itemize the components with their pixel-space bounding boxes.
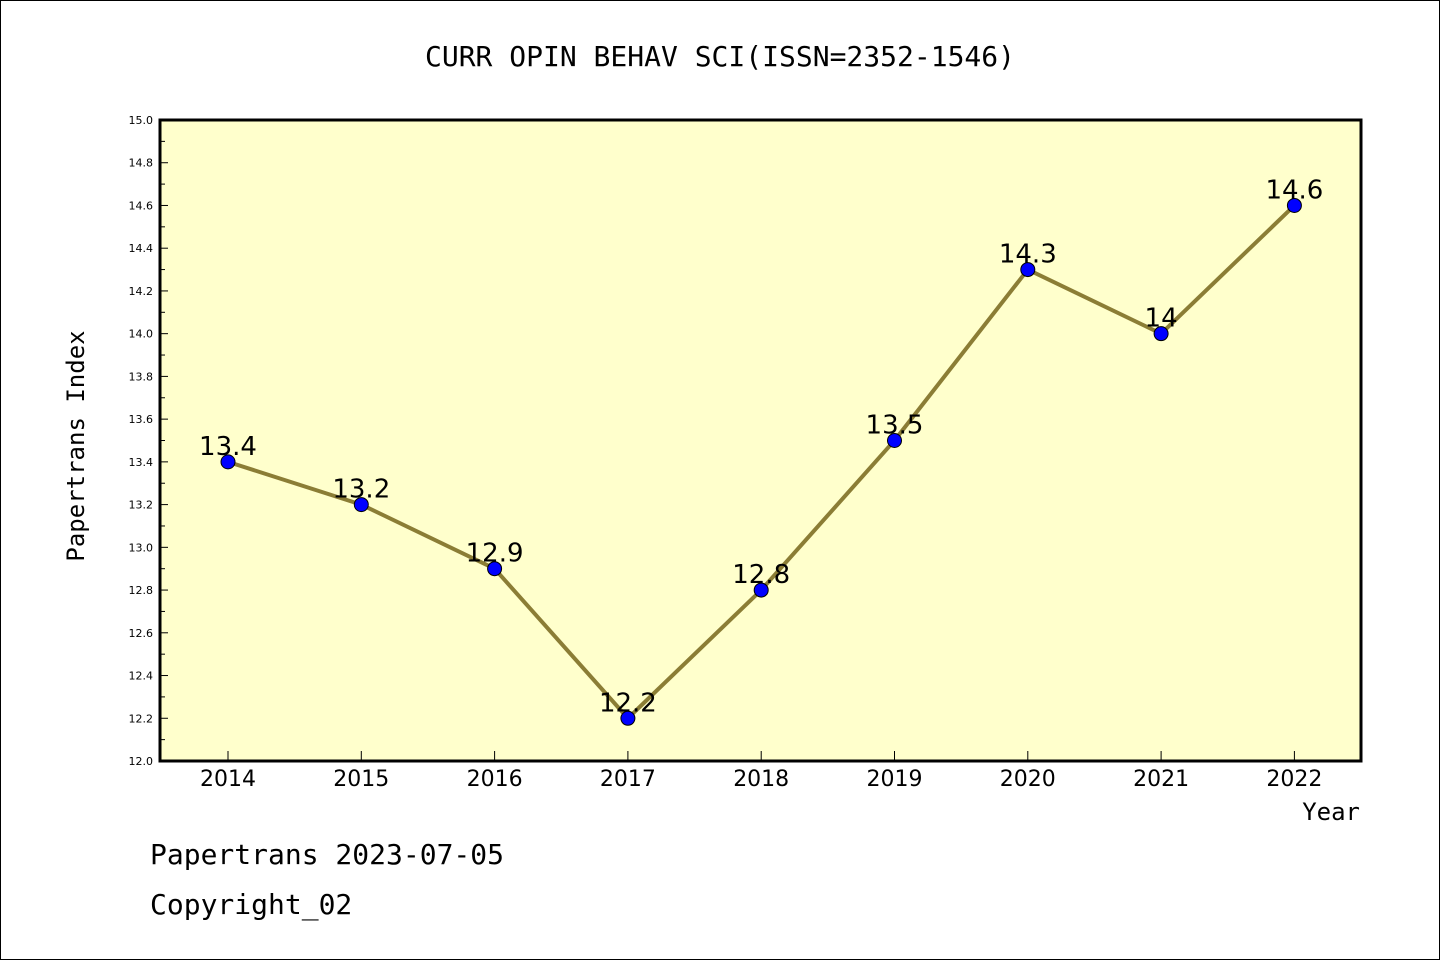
- data-label: 13.5: [866, 411, 924, 441]
- data-point: [1153, 326, 1169, 342]
- chart-title: CURR OPIN BEHAV SCI(ISSN=2352-1546): [425, 40, 1015, 73]
- y-tick-label: 13.6: [129, 413, 154, 426]
- data-point: [1286, 197, 1302, 213]
- x-tick-label: 2021: [1133, 767, 1189, 792]
- y-tick-label: 12.2: [129, 712, 154, 725]
- y-tick-label: 12.8: [129, 584, 154, 597]
- plot-area: [158, 118, 1363, 763]
- data-labels: 13.4 13.2 12.9 12.2 12.8 13.5 14.3 14 14.6: [199, 175, 1323, 718]
- y-axis-label: Papertrans Index: [62, 330, 90, 561]
- x-tick-label: 2017: [600, 767, 656, 792]
- x-tick-label: 2020: [1000, 767, 1056, 792]
- y-tick-label: 14.2: [129, 285, 154, 298]
- y-tick-label: 14.6: [129, 199, 154, 212]
- x-axis-label: Year: [1302, 798, 1360, 826]
- data-point: [220, 454, 236, 470]
- data-point: [1020, 262, 1036, 278]
- footer-date: Papertrans 2023-07-05: [150, 838, 504, 871]
- x-tick-label: 2014: [200, 767, 256, 792]
- x-tick-label: 2019: [867, 767, 923, 792]
- y-tick-label: 14.8: [129, 157, 154, 170]
- y-tick-label: 13.0: [129, 541, 154, 554]
- data-label: 12.9: [466, 539, 524, 569]
- x-tick-label: 2015: [333, 767, 389, 792]
- data-label: 14.3: [999, 240, 1057, 270]
- y-tick-label: 12.0: [129, 755, 154, 768]
- x-tick-label: 2016: [467, 767, 523, 792]
- y-tick-label: 14.0: [129, 328, 154, 341]
- data-label: 12.8: [732, 560, 790, 590]
- data-markers: [220, 197, 1302, 726]
- data-point: [620, 710, 636, 726]
- data-point: [887, 433, 902, 448]
- data-label: 12.2: [599, 688, 657, 718]
- data-label: 13.2: [332, 475, 390, 505]
- data-point: [753, 582, 769, 598]
- data-label: 14.6: [1265, 175, 1323, 205]
- x-axis: 2014 2015 2016 2017 2018 2019 2020 2021 2022: [200, 751, 1322, 792]
- x-tick-label: 2018: [733, 767, 789, 792]
- y-tick-label: 13.4: [129, 456, 154, 469]
- data-point: [487, 561, 503, 577]
- data-label: 13.4: [199, 432, 257, 462]
- y-tick-label: 12.6: [129, 627, 154, 640]
- y-axis: 12.0 12.2 12.4 12.6 12.8 13.0 13.2 13.4 13.6 13.8…: [129, 114, 168, 768]
- data-point: [353, 497, 369, 513]
- y-tick-label: 13.2: [129, 499, 154, 512]
- y-tick-label: 14.4: [129, 242, 154, 255]
- footer-copyright: Copyright_02: [150, 888, 352, 922]
- x-tick-label: 2022: [1266, 767, 1322, 792]
- y-tick-label: 13.8: [129, 370, 154, 383]
- data-label: 14: [1145, 304, 1178, 334]
- y-tick-label: 12.4: [129, 670, 154, 683]
- y-tick-label: 15.0: [129, 114, 154, 127]
